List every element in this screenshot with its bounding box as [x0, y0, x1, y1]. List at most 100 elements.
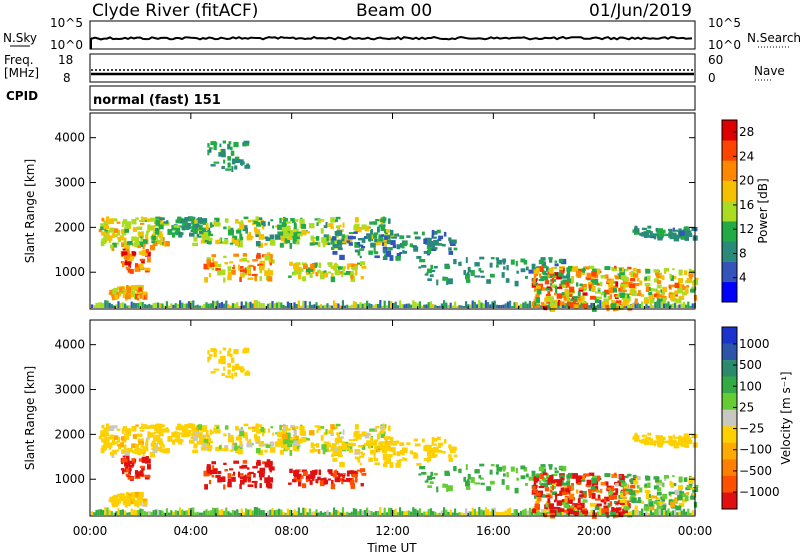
- scatter-cell: [480, 302, 483, 308]
- scatter-cell: [427, 302, 430, 308]
- scatter-cell: [672, 434, 675, 439]
- scatter-cell: [177, 423, 182, 428]
- scatter-cell: [221, 358, 226, 365]
- scatter-cell: [131, 426, 137, 432]
- scatter-cell: [443, 231, 447, 237]
- scatter-cell: [243, 349, 250, 353]
- scatter-cell: [291, 427, 296, 430]
- scatter-cell: [615, 482, 619, 487]
- scatter-cell: [374, 429, 378, 432]
- scatter-cell: [221, 355, 226, 359]
- scatter-cell: [582, 268, 585, 273]
- scatter-cell: [655, 272, 660, 276]
- scatter-cell: [596, 490, 601, 493]
- scatter-cell: [399, 235, 405, 239]
- scatter-cell: [127, 253, 133, 257]
- scatter-cell: [366, 233, 372, 240]
- scatter-cell: [238, 428, 244, 431]
- scatter-cell: [474, 469, 480, 474]
- scatter-cell: [238, 471, 240, 478]
- scatter-cell: [583, 493, 587, 499]
- scatter-cell: [140, 222, 145, 225]
- scatter-cell: [152, 303, 155, 308]
- scatter-cell: [323, 270, 327, 274]
- scatter-cell: [106, 300, 109, 308]
- scatter-cell: [431, 235, 434, 239]
- scatter-cell: [465, 508, 468, 515]
- scatter-cell: [383, 239, 387, 243]
- scatter-cell: [131, 497, 136, 501]
- scatter-cell: [258, 508, 261, 515]
- scatter-cell: [520, 268, 526, 273]
- scatter-cell: [656, 280, 662, 285]
- scatter-cell: [166, 427, 169, 431]
- scatter-cell: [305, 231, 310, 234]
- scatter-cell: [103, 234, 108, 240]
- scatter-cell: [206, 259, 211, 265]
- scatter-cell: [361, 510, 364, 515]
- scatter-cell: [211, 224, 215, 227]
- scatter-cell: [233, 264, 236, 268]
- scatter-cell: [193, 443, 198, 449]
- scatter-cell: [352, 266, 358, 271]
- scatter-cell: [691, 227, 698, 232]
- scatter-cell: [124, 435, 129, 440]
- scatter-cell: [646, 235, 652, 238]
- scatter-cell: [384, 229, 387, 234]
- scatter-cell: [394, 233, 399, 237]
- scatter-cell: [188, 216, 195, 221]
- scatter-cell: [614, 265, 617, 269]
- scatter-cell: [474, 482, 481, 485]
- scatter-cell: [368, 510, 371, 515]
- scatter-cell: [151, 235, 156, 241]
- scatter-cell: [684, 433, 689, 438]
- scatter-cell: [140, 236, 143, 239]
- scatter-cell: [412, 507, 415, 515]
- scatter-cell: [237, 266, 244, 269]
- scatter-cell: [557, 479, 563, 485]
- scatter-cell: [506, 265, 509, 271]
- nsky-frame: [89, 20, 696, 50]
- scatter-cell: [563, 297, 570, 301]
- scatter-cell: [328, 262, 333, 268]
- scatter-cell: [670, 482, 674, 488]
- scatter-cell: [113, 305, 116, 308]
- scatter-cell: [145, 500, 148, 505]
- scatter-cell: [125, 501, 131, 507]
- scatter-cell: [138, 233, 144, 238]
- scatter-cell: [640, 440, 644, 444]
- scatter-cell: [122, 495, 129, 499]
- scatter-cell: [157, 446, 161, 452]
- scatter-cell: [118, 239, 122, 243]
- scatter-cell: [120, 442, 124, 448]
- scatter-cell: [336, 437, 343, 443]
- scatter-cell: [694, 277, 699, 281]
- scatter-cell: [678, 304, 681, 308]
- scatter-cell: [269, 253, 273, 259]
- scatter-cell: [277, 438, 284, 442]
- scatter-cell: [189, 439, 195, 444]
- scatter-cell: [301, 431, 307, 436]
- scatter-cell: [131, 236, 137, 241]
- scatter-cell: [686, 492, 690, 495]
- scatter-cell: [449, 302, 452, 308]
- scatter-cell: [401, 451, 405, 456]
- scatter-cell: [501, 272, 505, 278]
- scatter-cell: [625, 500, 630, 506]
- scatter-cell: [354, 449, 358, 453]
- scatter-cell: [157, 509, 160, 515]
- scatter-cell: [131, 219, 137, 225]
- scatter-cell: [373, 454, 376, 461]
- scatter-cell: [240, 301, 243, 308]
- scatter-cell: [198, 225, 203, 230]
- scatter-cell: [134, 284, 140, 290]
- scatter-cell: [136, 289, 140, 293]
- scatter-cell: [554, 479, 559, 484]
- scatter-cell: [383, 461, 388, 466]
- scatter-cell: [430, 471, 434, 477]
- scatter-cell: [328, 305, 331, 308]
- scatter-cell: [292, 233, 298, 238]
- scatter-cell: [632, 229, 635, 233]
- scatter-cell: [629, 485, 634, 488]
- scatter-cell: [319, 304, 322, 308]
